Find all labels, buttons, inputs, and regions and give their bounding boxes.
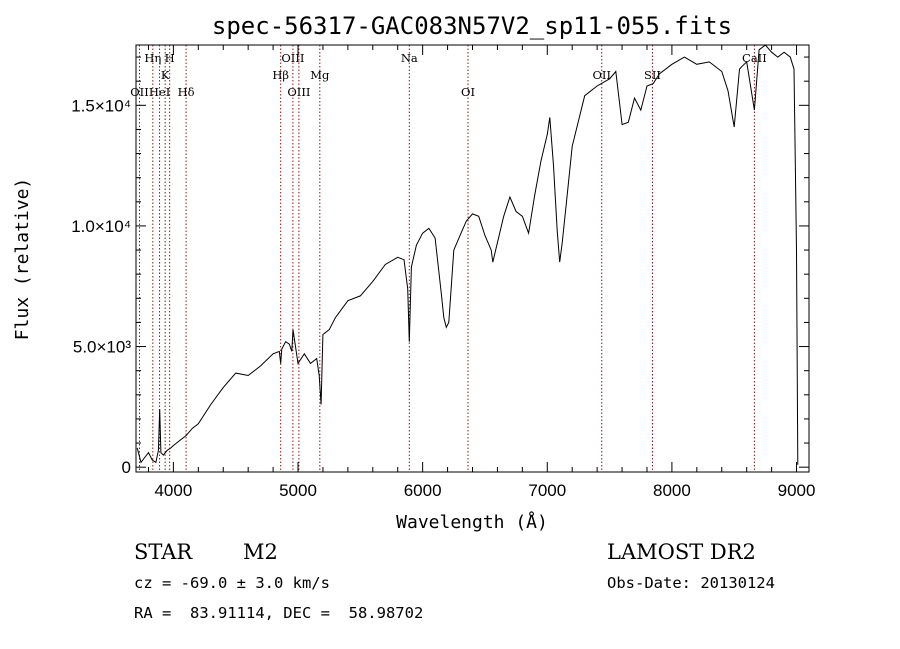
chart-title: spec-56317-GAC083N57V2_sp11-055.fits	[212, 12, 732, 40]
spectrum-line	[136, 44, 799, 465]
line-marker-label: OIII	[287, 85, 310, 99]
observation-date: Obs-Date: 20130124	[607, 574, 775, 592]
y-tick-label: 5.0×10³	[73, 338, 131, 357]
line-marker-label: Hδ	[178, 85, 195, 99]
axis-ticks: 4000 5000 6000 7000 8000 9000 0 5.0×10³ 1.0×10⁴ 1…	[71, 45, 815, 500]
coordinates-readout: RA = 83.91114, DEC = 58.98702	[134, 604, 424, 622]
x-tick-label: 9000	[778, 481, 816, 500]
x-tick-label: 6000	[404, 481, 442, 500]
y-tick-label: 0	[122, 458, 131, 477]
redshift-readout: cz = -69.0 ± 3.0 km/s	[134, 574, 330, 592]
object-class: STAR	[134, 540, 193, 564]
survey-name: LAMOST DR2	[607, 540, 756, 564]
line-marker-label: Mg	[310, 68, 330, 82]
line-marker-label: HeI	[149, 85, 170, 99]
line-marker-label: K	[161, 68, 170, 82]
line-marker-label: Na	[401, 51, 418, 65]
line-marker-label: OII	[592, 68, 611, 82]
line-marker-label: Hη	[144, 51, 161, 65]
line-marker-label: Hβ	[272, 68, 289, 82]
y-tick-label: 1.5×10⁴	[71, 96, 131, 115]
object-subclass: M2	[243, 540, 278, 564]
x-tick-label: 7000	[528, 481, 566, 500]
plot-frame	[135, 44, 810, 473]
line-marker-label: OIII	[281, 51, 304, 65]
x-tick-label: 5000	[279, 481, 317, 500]
y-tick-label: 1.0×10⁴	[71, 217, 131, 236]
x-tick-label: 4000	[154, 481, 192, 500]
line-marker-label: H	[165, 51, 175, 65]
y-axis-label: Flux (relative)	[12, 178, 33, 341]
line-marker-label: CaII	[742, 51, 767, 65]
line-marker-label: OI	[461, 85, 475, 99]
x-axis-label: Wavelength (Å)	[396, 511, 548, 533]
x-tick-label: 8000	[653, 481, 691, 500]
line-marker-label: OII	[130, 85, 149, 99]
